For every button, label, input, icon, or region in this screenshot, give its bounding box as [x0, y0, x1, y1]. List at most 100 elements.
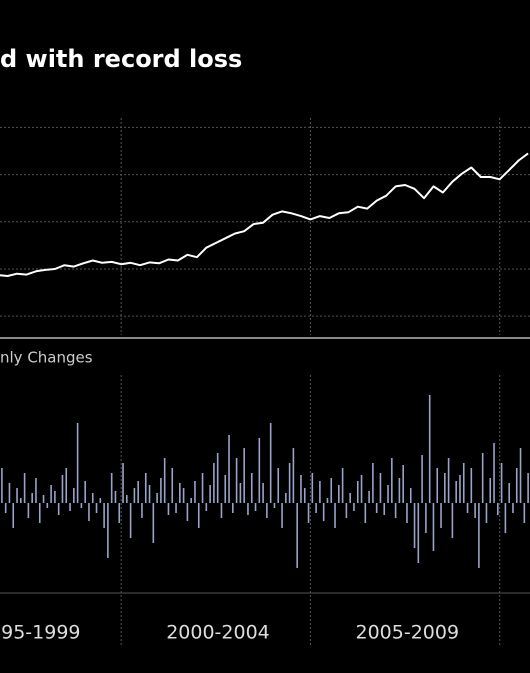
bar	[148, 485, 151, 503]
bar	[84, 481, 86, 503]
bar	[88, 503, 90, 521]
bar	[322, 503, 325, 521]
bar	[489, 478, 492, 503]
bar	[383, 503, 386, 515]
bar	[300, 475, 302, 503]
chart-title: d with record loss	[0, 45, 242, 73]
bar	[80, 503, 83, 508]
bar	[288, 463, 291, 503]
bar	[190, 498, 192, 503]
bar	[338, 485, 340, 503]
bar	[470, 468, 473, 503]
bar	[8, 483, 11, 503]
bar	[258, 438, 261, 503]
bar	[364, 503, 367, 523]
bar	[436, 468, 439, 503]
bar	[250, 473, 253, 503]
bar	[99, 498, 102, 503]
bar	[515, 468, 518, 503]
bar	[425, 503, 427, 533]
bar	[478, 503, 480, 568]
bar	[353, 503, 355, 511]
bar	[38, 503, 41, 523]
bar	[273, 503, 276, 508]
bar	[409, 488, 412, 503]
bar	[224, 475, 227, 503]
bar	[216, 453, 219, 503]
bar	[262, 483, 264, 503]
bar	[341, 468, 344, 503]
bar	[303, 488, 306, 503]
bar	[421, 455, 423, 503]
bar	[167, 503, 170, 515]
bar	[485, 503, 488, 523]
bar	[527, 473, 529, 503]
bar	[27, 503, 30, 518]
bar	[122, 463, 124, 503]
bar	[330, 478, 333, 503]
bar	[144, 473, 147, 503]
bar	[254, 503, 257, 511]
bar	[375, 503, 378, 513]
bar	[137, 481, 139, 503]
bar	[239, 483, 242, 503]
bar	[500, 463, 503, 503]
bar	[61, 475, 64, 503]
bar	[406, 503, 408, 523]
bar	[523, 503, 526, 523]
bar	[394, 503, 397, 518]
bar	[269, 423, 272, 503]
bar	[110, 473, 113, 503]
bar	[1, 468, 3, 503]
bar	[311, 473, 314, 503]
bar	[349, 493, 351, 503]
bar	[209, 485, 211, 503]
bar	[319, 481, 321, 503]
bar	[402, 465, 404, 503]
bar	[281, 503, 283, 528]
bar	[35, 478, 37, 503]
bar	[194, 481, 196, 503]
bar	[103, 503, 105, 528]
bar	[497, 503, 499, 515]
bar	[76, 423, 79, 503]
bar	[417, 503, 420, 563]
bar	[504, 503, 507, 533]
bar	[182, 488, 185, 503]
bar	[379, 473, 382, 503]
bar	[243, 448, 245, 503]
bar	[345, 503, 348, 518]
bar	[519, 448, 522, 503]
bar	[292, 448, 295, 503]
bar	[129, 503, 132, 538]
bar	[466, 503, 469, 513]
bar	[315, 503, 317, 513]
bar	[69, 503, 71, 511]
bar	[118, 503, 121, 523]
bar	[171, 468, 174, 503]
bar	[141, 503, 143, 518]
bar	[235, 458, 238, 503]
bar	[16, 488, 18, 503]
bar	[512, 503, 514, 513]
bar	[152, 503, 155, 543]
bar	[391, 458, 393, 503]
bar	[65, 468, 68, 503]
bar	[247, 503, 249, 515]
bar	[197, 503, 200, 528]
bar	[95, 503, 98, 513]
bar	[46, 503, 49, 508]
bar	[508, 483, 510, 503]
bar	[493, 443, 495, 503]
bar	[285, 493, 287, 503]
line	[0, 152, 529, 277]
bar	[20, 498, 22, 503]
bar	[413, 503, 416, 548]
bar	[42, 495, 45, 503]
bar	[444, 473, 446, 503]
bar	[156, 493, 158, 503]
bar	[186, 503, 189, 521]
